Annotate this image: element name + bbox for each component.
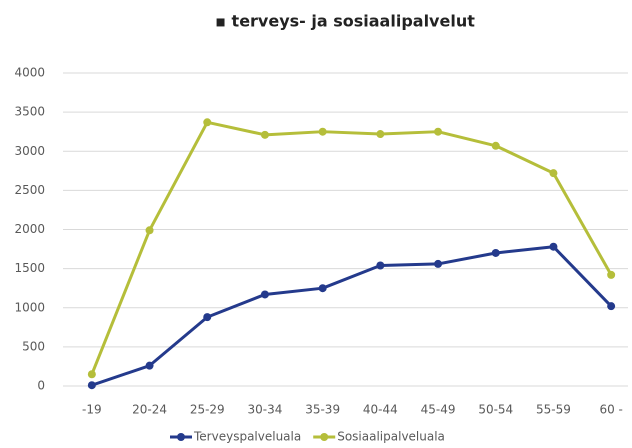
series-line [91, 245, 613, 387]
legend-label: Sosiaalipalveluala [337, 430, 445, 444]
y-tick-label: 3000 [14, 144, 45, 158]
data-point [87, 370, 96, 379]
data-point [318, 284, 327, 293]
data-point [145, 226, 154, 235]
y-tick-label: 0 [37, 379, 45, 393]
x-tick-label: -19 [82, 403, 102, 417]
data-point [376, 130, 385, 139]
data-point [491, 248, 500, 257]
data-point [491, 141, 500, 150]
data-point [549, 242, 558, 251]
data-point [434, 259, 443, 268]
data-point [434, 127, 443, 136]
x-tick-label: 40-44 [363, 403, 398, 417]
y-tick-label: 500 [22, 339, 45, 353]
x-tick-label: 30-34 [248, 403, 283, 417]
y-tick-label: 2500 [14, 183, 45, 197]
y-tick-label: 3500 [14, 105, 45, 119]
data-point [260, 130, 269, 139]
data-point [607, 270, 616, 279]
x-tick-label: 35-39 [305, 403, 340, 417]
data-point [318, 127, 327, 136]
legend-label: Terveyspalveluala [193, 430, 301, 444]
data-point [607, 302, 616, 311]
data-point [203, 313, 212, 322]
x-tick-label: 25-29 [190, 403, 225, 417]
legend-marker [177, 433, 185, 441]
x-tick-label: 50-54 [478, 403, 513, 417]
x-tick-label: 55-59 [536, 403, 571, 417]
x-tick-label: 20-24 [132, 403, 167, 417]
series-line [90, 120, 613, 375]
data-point [549, 169, 558, 178]
legend-marker [320, 433, 329, 441]
data-point [376, 261, 385, 270]
data-point [260, 290, 269, 299]
x-tick-label: 45-49 [421, 403, 456, 417]
chart-title: ▪ terveys- ja sosiaalipalvelut [215, 12, 475, 31]
y-tick-label: 4000 [14, 66, 45, 80]
y-tick-label: 2000 [14, 222, 45, 236]
data-point [145, 361, 154, 370]
x-tick-label: 60 - [599, 403, 622, 417]
y-tick-label: 1000 [14, 300, 45, 314]
data-point [87, 381, 96, 390]
y-tick-label: 1500 [14, 261, 45, 275]
data-point [203, 118, 212, 127]
